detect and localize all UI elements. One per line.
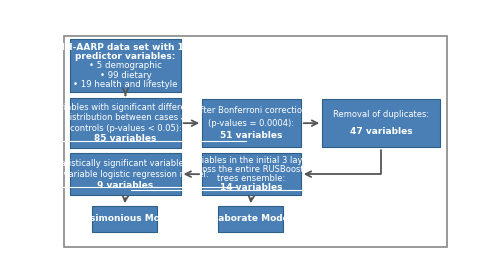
FancyBboxPatch shape — [202, 153, 301, 195]
FancyBboxPatch shape — [70, 153, 180, 195]
Text: • 19 health and lifestyle: • 19 health and lifestyle — [73, 80, 178, 89]
Text: Removal of duplicates:: Removal of duplicates: — [333, 110, 430, 119]
Text: trees ensemble:: trees ensemble: — [218, 174, 286, 183]
Text: After Bonferroni correction: After Bonferroni correction — [195, 106, 308, 115]
Text: Parsimonious Model: Parsimonious Model — [73, 214, 176, 223]
Text: Variables with significant difference: Variables with significant difference — [50, 103, 201, 112]
Text: Elaborate Model: Elaborate Model — [209, 214, 292, 223]
Text: Statistically significant variables in: Statistically significant variables in — [52, 158, 199, 167]
Text: 51 variables: 51 variables — [220, 131, 282, 140]
Text: NIH-AARP data set with 123: NIH-AARP data set with 123 — [54, 43, 197, 52]
Text: 47 variables: 47 variables — [350, 127, 412, 136]
Text: Variables in the initial 3 layers: Variables in the initial 3 layers — [188, 157, 315, 165]
Text: 9 variables: 9 variables — [98, 181, 154, 190]
FancyBboxPatch shape — [70, 98, 180, 148]
FancyBboxPatch shape — [70, 39, 180, 92]
FancyBboxPatch shape — [218, 206, 284, 232]
Text: • 99 dietary: • 99 dietary — [100, 71, 152, 80]
Text: 14 variables: 14 variables — [220, 183, 282, 192]
FancyBboxPatch shape — [92, 206, 158, 232]
Text: in distribution between cases and: in distribution between cases and — [54, 113, 197, 122]
Text: 85 variables: 85 variables — [94, 134, 156, 143]
Text: predictor variables:: predictor variables: — [76, 52, 176, 61]
Text: across the entire RUSBoosted: across the entire RUSBoosted — [189, 165, 314, 174]
FancyBboxPatch shape — [202, 99, 301, 147]
Text: controls (p-values < 0.05):: controls (p-values < 0.05): — [70, 124, 182, 133]
Text: • 5 demographic: • 5 demographic — [89, 61, 162, 71]
Text: (p-values = 0.0004):: (p-values = 0.0004): — [208, 119, 294, 128]
Text: multivariable logistic regression model:: multivariable logistic regression model: — [42, 170, 209, 179]
FancyBboxPatch shape — [322, 99, 440, 147]
